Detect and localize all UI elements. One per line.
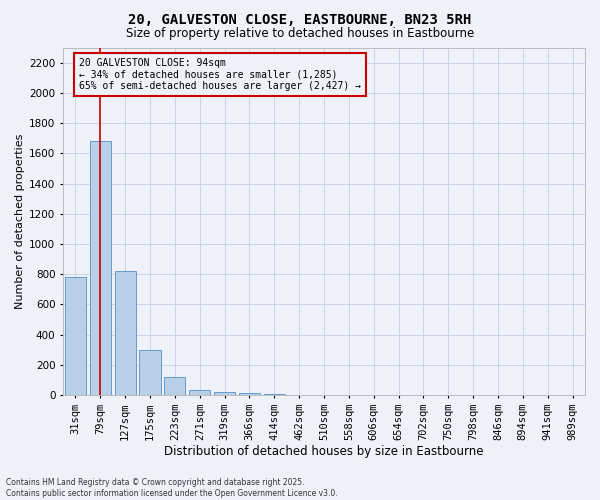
Bar (65, 278, 86, 395)
Bar (189, 390, 211, 395)
Y-axis label: Number of detached properties: Number of detached properties (15, 134, 25, 309)
Bar (214, 392, 235, 395)
Text: 20, GALVESTON CLOSE, EASTBOURNE, BN23 5RH: 20, GALVESTON CLOSE, EASTBOURNE, BN23 5R… (128, 12, 472, 26)
Text: 20 GALVESTON CLOSE: 94sqm
← 34% of detached houses are smaller (1,285)
65% of se: 20 GALVESTON CLOSE: 94sqm ← 34% of detac… (79, 58, 361, 92)
Bar (264, 394, 285, 395)
Bar (239, 393, 260, 395)
Text: Size of property relative to detached houses in Eastbourne: Size of property relative to detached ho… (126, 28, 474, 40)
Text: Contains HM Land Registry data © Crown copyright and database right 2025.
Contai: Contains HM Land Registry data © Crown c… (6, 478, 338, 498)
Bar (115, 271, 136, 395)
Bar (90, 141, 111, 395)
Bar (164, 377, 185, 395)
Bar (139, 350, 161, 395)
X-axis label: Distribution of detached houses by size in Eastbourne: Distribution of detached houses by size … (164, 444, 484, 458)
